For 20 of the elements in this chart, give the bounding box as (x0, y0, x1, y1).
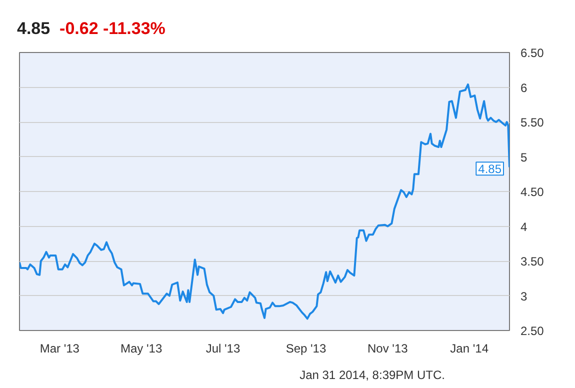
y-tick-label: 5 (520, 150, 528, 164)
x-tick-label: Nov '13 (368, 342, 408, 356)
y-tick-label: 6 (520, 80, 528, 95)
chart-title: 4.85 (17, 19, 50, 38)
x-tick-label: Jul '13 (206, 342, 240, 356)
x-tick-label: May '13 (120, 342, 162, 356)
y-tick-label: 3 (520, 289, 528, 304)
chart-subtitle: -0.62 -11.33% (60, 19, 166, 38)
x-tick-label: Mar '13 (40, 342, 80, 356)
text: Jan 31 2014, 8:39PM UTC. (298, 367, 445, 384)
y-tick-label: 3.50 (520, 254, 544, 268)
y-tick-label: 4 (520, 220, 528, 234)
y-tick-label: 2.50 (520, 324, 544, 338)
y-tick-label: 5.50 (520, 116, 544, 130)
y-tick-label: 6.50 (520, 46, 544, 60)
annotation: 4.85 (478, 162, 502, 176)
x-tick-label: Jan '14 (450, 342, 489, 356)
y-tick-label: 4.50 (520, 185, 544, 199)
x-tick-label: Sep '13 (286, 342, 326, 356)
line-series (20, 83, 510, 320)
